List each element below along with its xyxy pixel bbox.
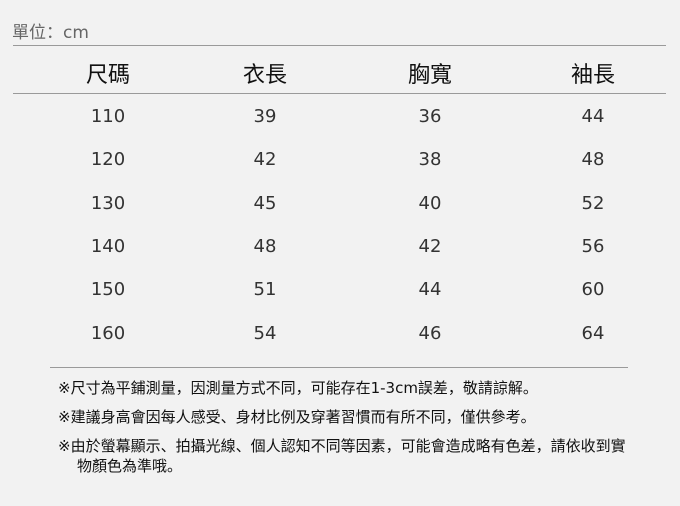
column-header: 袖長 — [570, 63, 616, 88]
table-cell: 150 — [90, 279, 126, 301]
unit-label: 單位：cm — [12, 23, 89, 43]
table-cell: 44 — [581, 106, 605, 127]
table-cell: 140 — [90, 235, 126, 257]
table-cell: 54 — [253, 322, 277, 344]
table-cell: 36 — [418, 106, 442, 127]
table-cell: 45 — [253, 192, 277, 214]
table-cell: 60 — [581, 279, 605, 301]
table-cell: 44 — [418, 279, 442, 301]
table-cell: 46 — [418, 322, 442, 344]
notes: ※尺寸為平鋪測量，因測量方式不同，可能存在1-3cm誤差，敬請諒解。 ※建議身高… — [58, 378, 638, 485]
table-cell: 42 — [418, 235, 442, 257]
column-header: 尺碼 — [85, 63, 131, 88]
table-cell: 39 — [253, 106, 277, 127]
table-cell: 38 — [418, 149, 442, 171]
column-header: 衣長 — [242, 63, 288, 88]
table-cell: 120 — [90, 149, 126, 171]
note-color: ※由於螢幕顯示、拍攝光線、個人認知不同等因素，可能會造成略有色差，請依收到實物顏… — [58, 437, 626, 475]
note-measurement: ※尺寸為平鋪測量，因測量方式不同，可能存在1-3cm誤差，敬請諒解。 — [58, 379, 538, 397]
table-cell: 64 — [581, 322, 605, 344]
table-cell: 48 — [253, 235, 277, 257]
table-cell: 160 — [90, 322, 126, 344]
table-cell: 110 — [90, 106, 126, 127]
table-cell: 42 — [253, 149, 277, 171]
table-cell: 52 — [581, 192, 605, 214]
table-cell: 56 — [581, 235, 605, 257]
divider-header — [13, 93, 666, 94]
divider-top — [13, 45, 666, 46]
column-header: 胸寬 — [407, 63, 453, 88]
table-cell: 48 — [581, 149, 605, 171]
note-height: ※建議身高會因每人感受、身材比例及穿著習慣而有所不同，僅供參考。 — [58, 408, 536, 426]
table-cell: 40 — [418, 192, 442, 214]
table-cell: 51 — [253, 279, 277, 301]
divider-bottom — [50, 367, 628, 368]
table-cell: 130 — [90, 192, 126, 214]
